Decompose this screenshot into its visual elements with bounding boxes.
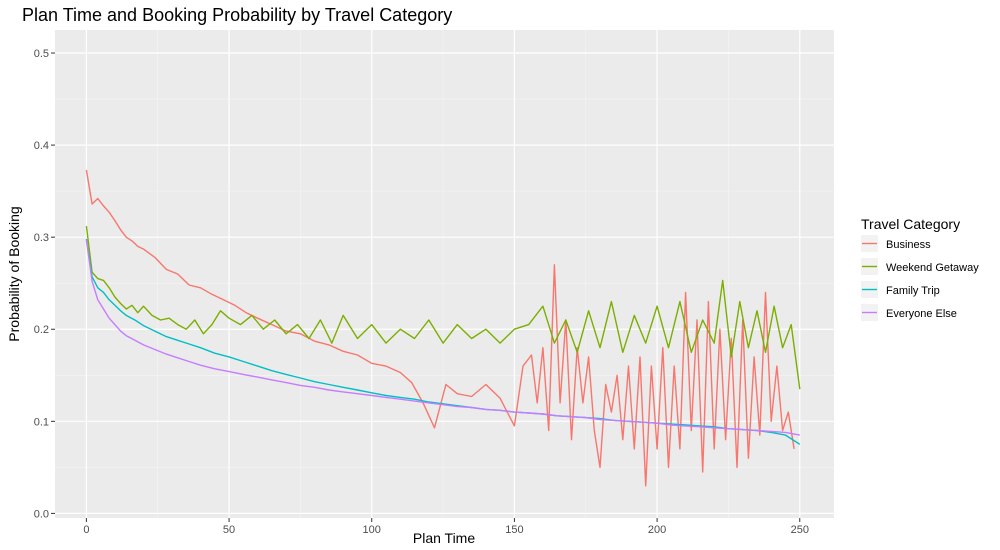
series-lines xyxy=(85,169,801,487)
y-tick-label: 0.2 xyxy=(34,324,49,336)
legend-label: Business xyxy=(886,239,931,251)
y-axis-title: Probability of Booking xyxy=(6,206,22,341)
legend-item-business: Business xyxy=(861,235,931,252)
legend-item-everyone-else: Everyone Else xyxy=(861,304,957,321)
x-axis-title: Plan Time xyxy=(413,530,475,546)
y-tick-label: 0.4 xyxy=(34,140,49,152)
x-tick-label: 100 xyxy=(363,524,381,536)
y-tick-label: 0.0 xyxy=(34,508,49,520)
series-line-weekend-getaway xyxy=(85,226,801,390)
series-line-business xyxy=(85,169,795,487)
plot-panel xyxy=(55,30,834,518)
major-gridlines xyxy=(55,30,834,518)
legend: Travel Category Business Weekend Getaway F… xyxy=(861,216,979,321)
y-tick-label: 0.3 xyxy=(34,232,49,244)
legend-title: Travel Category xyxy=(861,216,960,232)
chart-title: Plan Time and Booking Probability by Tra… xyxy=(22,5,452,25)
legend-label: Family Trip xyxy=(886,285,940,297)
legend-item-weekend-getaway: Weekend Getaway xyxy=(861,258,979,275)
x-tick-label: 200 xyxy=(648,524,666,536)
series-line-everyone-else xyxy=(85,239,800,436)
legend-label: Everyone Else xyxy=(886,308,957,320)
y-tick-label: 0.1 xyxy=(34,416,49,428)
minor-gridlines xyxy=(55,30,834,518)
y-tick-label: 0.5 xyxy=(34,48,49,60)
legend-label: Weekend Getaway xyxy=(886,262,979,274)
legend-item-family-trip: Family Trip xyxy=(861,281,940,298)
x-tick-label: 150 xyxy=(505,524,523,536)
x-tick-label: 50 xyxy=(223,524,235,536)
axis-ticks: 0 50 100 150 200 250 0.0 0.1 0.2 0.3 0.4 0.5 xyxy=(34,48,809,536)
x-tick-label: 0 xyxy=(83,524,89,536)
x-tick-label: 250 xyxy=(791,524,809,536)
